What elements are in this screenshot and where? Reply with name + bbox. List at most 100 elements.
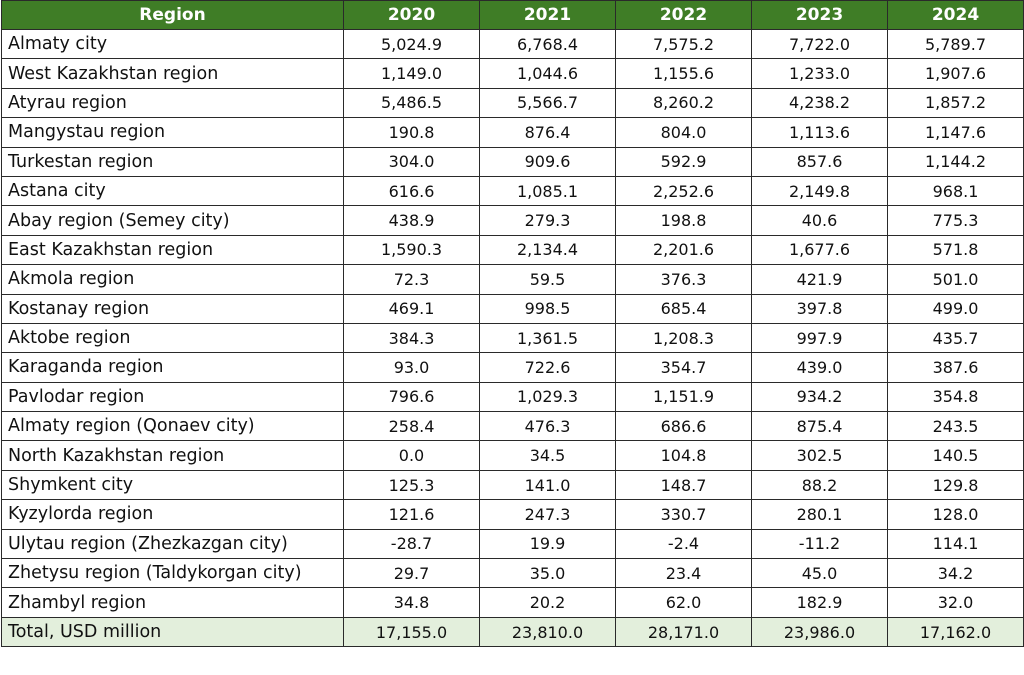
value-cell: 397.8 — [751, 293, 888, 324]
value-cell: 182.9 — [751, 587, 888, 618]
value-cell: 1,907.6 — [887, 58, 1024, 89]
value-cell: 1,085.1 — [479, 175, 616, 207]
value-cell: 190.8 — [343, 117, 480, 148]
region-cell: Zhetysu region (Taldykorgan city) — [1, 558, 344, 589]
table-row: Almaty city 5,024.9 6,768.4 7,575.2 7,722.0 5… — [1, 28, 1024, 60]
value-cell: 45.0 — [751, 558, 888, 589]
value-cell: 384.3 — [343, 322, 480, 354]
table-row: North Kazakhstan region 0.0 34.5 104.8 302.5… — [1, 440, 1024, 471]
value-cell: 280.1 — [751, 499, 888, 530]
value-cell: 6,768.4 — [479, 28, 616, 60]
header-2023: 2023 — [751, 0, 888, 30]
value-cell: 330.7 — [615, 499, 752, 530]
region-cell: Ulytau region (Zhezkazgan city) — [1, 528, 344, 560]
value-cell: 1,149.0 — [343, 58, 480, 89]
value-cell: 121.6 — [343, 499, 480, 530]
table-row: Almaty region (Qonaev city) 258.4 476.3 686… — [1, 411, 1024, 442]
value-cell: 4,238.2 — [751, 87, 888, 119]
table-row: Kostanay region 469.1 998.5 685.4 397.8 499.0 — [1, 293, 1024, 324]
value-cell: 304.0 — [343, 146, 480, 177]
value-cell: 114.1 — [887, 528, 1024, 560]
value-cell: 998.5 — [479, 293, 616, 324]
value-cell: 34.8 — [343, 587, 480, 618]
region-cell: West Kazakhstan region — [1, 58, 344, 89]
table-row: East Kazakhstan region 1,590.3 2,134.4 2,20… — [1, 234, 1024, 266]
value-cell: 1,208.3 — [615, 322, 752, 354]
table-row: Astana city 616.6 1,085.1 2,252.6 2,149.8 968… — [1, 175, 1024, 207]
value-cell: 469.1 — [343, 293, 480, 324]
region-cell: Kostanay region — [1, 293, 344, 324]
value-cell: 2,149.8 — [751, 175, 888, 207]
region-cell: Kyzylorda region — [1, 499, 344, 530]
region-cell: Astana city — [1, 175, 344, 207]
table-row: Atyrau region 5,486.5 5,566.7 8,260.2 4,238.… — [1, 87, 1024, 119]
value-cell: 1,155.6 — [615, 58, 752, 89]
value-cell: 1,147.6 — [887, 117, 1024, 148]
value-cell: -2.4 — [615, 528, 752, 560]
value-cell: 501.0 — [887, 264, 1024, 295]
table-row: Karaganda region 93.0 722.6 354.7 439.0 387.6 — [1, 352, 1024, 383]
region-cell: Almaty region (Qonaev city) — [1, 411, 344, 442]
value-cell: 104.8 — [615, 440, 752, 471]
value-cell: 857.6 — [751, 146, 888, 177]
total-row: Total, USD million 17,155.0 23,810.0 28,171… — [1, 616, 1024, 648]
value-cell: 804.0 — [615, 117, 752, 148]
region-cell: Almaty city — [1, 28, 344, 60]
value-cell: 23.4 — [615, 558, 752, 589]
header-2021: 2021 — [479, 0, 616, 30]
table-body: Almaty city 5,024.9 6,768.4 7,575.2 7,722.0 5… — [1, 28, 1024, 648]
value-cell: 93.0 — [343, 352, 480, 383]
value-cell: 2,252.6 — [615, 175, 752, 207]
table-row: Akmola region 72.3 59.5 376.3 421.9 501.0 — [1, 264, 1024, 295]
value-cell: 28,171.0 — [615, 616, 752, 648]
value-cell: 72.3 — [343, 264, 480, 295]
header-row: Region 2020 2021 2022 2023 2024 — [1, 0, 1024, 30]
value-cell: 141.0 — [479, 469, 616, 501]
value-cell: 40.6 — [751, 205, 888, 236]
region-cell: Abay region (Semey city) — [1, 205, 344, 236]
value-cell: 685.4 — [615, 293, 752, 324]
value-cell: 34.2 — [887, 558, 1024, 589]
value-cell: 1,044.6 — [479, 58, 616, 89]
value-cell: 439.0 — [751, 352, 888, 383]
value-cell: 2,201.6 — [615, 234, 752, 266]
value-cell: 1,857.2 — [887, 87, 1024, 119]
value-cell: 968.1 — [887, 175, 1024, 207]
value-cell: 5,486.5 — [343, 87, 480, 119]
value-cell: 5,789.7 — [887, 28, 1024, 60]
table-row: Turkestan region 304.0 909.6 592.9 857.6 1,14… — [1, 146, 1024, 177]
value-cell: 34.5 — [479, 440, 616, 471]
value-cell: 23,810.0 — [479, 616, 616, 648]
value-cell: 722.6 — [479, 352, 616, 383]
value-cell: -11.2 — [751, 528, 888, 560]
value-cell: 1,144.2 — [887, 146, 1024, 177]
table-row: Abay region (Semey city) 438.9 279.3 198.8 4… — [1, 205, 1024, 236]
value-cell: 62.0 — [615, 587, 752, 618]
value-cell: 128.0 — [887, 499, 1024, 530]
value-cell: 909.6 — [479, 146, 616, 177]
value-cell: 354.7 — [615, 352, 752, 383]
table-row: Zhambyl region 34.8 20.2 62.0 182.9 32.0 — [1, 587, 1024, 618]
header-region: Region — [1, 0, 344, 30]
value-cell: 140.5 — [887, 440, 1024, 471]
region-cell: Total, USD million — [1, 616, 344, 648]
region-cell: Aktobe region — [1, 322, 344, 354]
header-2020: 2020 — [343, 0, 480, 30]
value-cell: 1,029.3 — [479, 381, 616, 413]
region-cell: Mangystau region — [1, 117, 344, 148]
value-cell: 997.9 — [751, 322, 888, 354]
value-cell: 5,566.7 — [479, 87, 616, 119]
value-cell: 7,722.0 — [751, 28, 888, 60]
value-cell: 775.3 — [887, 205, 1024, 236]
value-cell: 571.8 — [887, 234, 1024, 266]
region-cell: Shymkent city — [1, 469, 344, 501]
value-cell: 17,162.0 — [887, 616, 1024, 648]
value-cell: 387.6 — [887, 352, 1024, 383]
regions-table: Region 2020 2021 2022 2023 2024 Almaty c… — [1, 0, 1024, 648]
value-cell: 148.7 — [615, 469, 752, 501]
value-cell: 258.4 — [343, 411, 480, 442]
value-cell: 198.8 — [615, 205, 752, 236]
value-cell: 875.4 — [751, 411, 888, 442]
value-cell: 35.0 — [479, 558, 616, 589]
value-cell: 59.5 — [479, 264, 616, 295]
